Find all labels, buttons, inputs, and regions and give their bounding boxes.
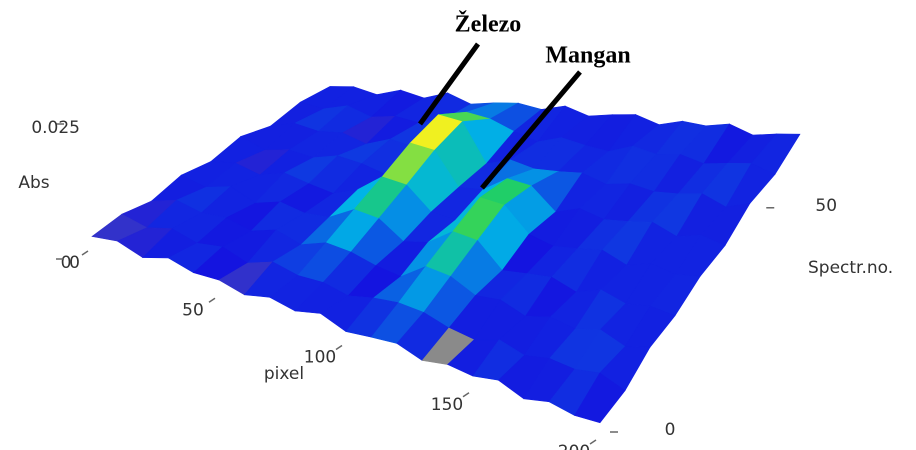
x-tick-label: 200 <box>558 442 590 450</box>
annotation: Železo <box>455 11 522 38</box>
x-tick-label: 150 <box>431 395 463 415</box>
z-tick-label: 0 <box>69 253 80 273</box>
z-axis-label: Abs <box>18 173 49 193</box>
x-tick <box>462 392 470 398</box>
surface <box>91 86 801 424</box>
x-tick <box>81 250 89 256</box>
y-tick-label: 50 <box>815 196 837 216</box>
annotation-arrow <box>417 42 481 126</box>
y-axis-label: Spectr.no. <box>808 258 893 278</box>
y-tick-label: 0 <box>665 420 676 440</box>
x-axis-label: pixel <box>264 364 304 384</box>
x-tick <box>335 344 343 351</box>
x-tick-label: 0 <box>61 253 72 273</box>
z-tick-label: 0.025 <box>31 118 80 138</box>
annotation: Mangan <box>545 43 630 69</box>
axes: 0 50 100 150 200 0 50 0 0.025 <box>31 118 837 450</box>
x-tick <box>589 439 597 445</box>
surface-cell <box>574 372 626 424</box>
x-tick-label: 100 <box>304 348 336 368</box>
x-tick-label: 50 <box>182 300 204 320</box>
x-tick <box>208 297 216 303</box>
annotation-arrow <box>480 70 582 190</box>
